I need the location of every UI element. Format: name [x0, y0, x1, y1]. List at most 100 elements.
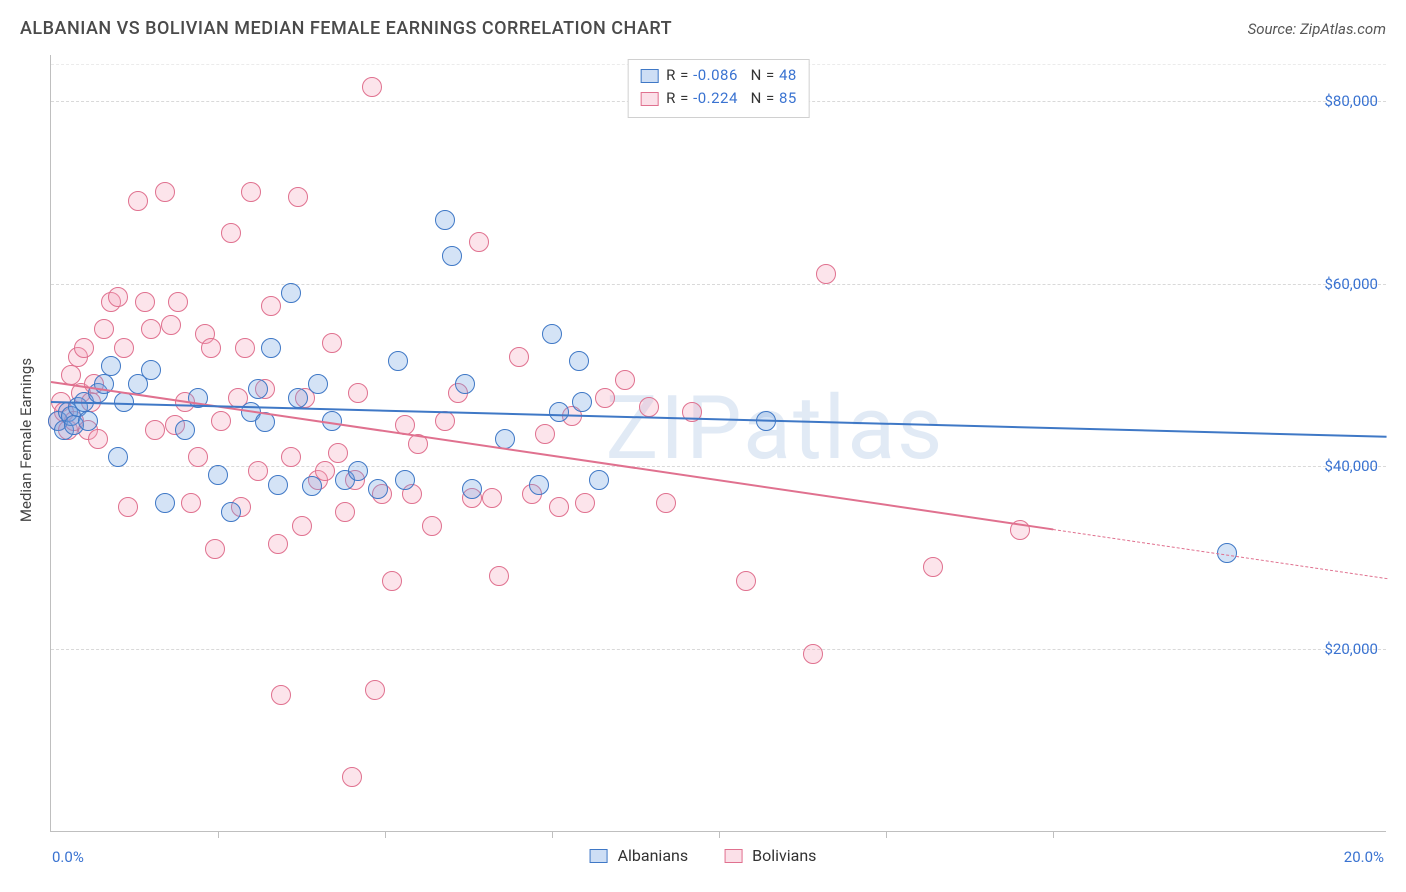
- data-point-bolivians: [288, 187, 308, 207]
- data-point-bolivians: [181, 493, 201, 513]
- y-tick-label: $80,000: [1324, 92, 1378, 110]
- data-point-bolivians: [422, 516, 442, 536]
- data-point-albanians: [572, 392, 592, 412]
- series-legend: Albanians Bolivians: [590, 846, 817, 865]
- data-point-bolivians: [365, 680, 385, 700]
- data-point-bolivians: [145, 420, 165, 440]
- x-axis-min-label: 0.0%: [52, 848, 84, 866]
- legend-item-albanians: Albanians: [590, 846, 689, 865]
- data-point-bolivians: [348, 383, 368, 403]
- data-point-bolivians: [271, 685, 291, 705]
- data-point-bolivians: [335, 502, 355, 522]
- data-point-albanians: [395, 470, 415, 490]
- gridline: [51, 284, 1386, 285]
- data-point-albanians: [268, 475, 288, 495]
- chart-title: ALBANIAN VS BOLIVIAN MEDIAN FEMALE EARNI…: [20, 18, 672, 39]
- data-point-bolivians: [816, 264, 836, 284]
- data-point-albanians: [388, 351, 408, 371]
- scatter-plot-area: ZIPatlas R = -0.086 N = 48R = -0.224 N =…: [50, 55, 1386, 832]
- legend-stat-row-albanians: R = -0.086 N = 48: [640, 64, 797, 87]
- data-point-bolivians: [268, 534, 288, 554]
- data-point-bolivians: [168, 292, 188, 312]
- data-point-bolivians: [489, 566, 509, 586]
- x-tick: [218, 831, 219, 838]
- data-point-bolivians: [328, 443, 348, 463]
- data-point-bolivians: [74, 338, 94, 358]
- data-point-albanians: [155, 493, 175, 513]
- data-point-bolivians: [161, 315, 181, 335]
- data-point-albanians: [435, 210, 455, 230]
- data-point-bolivians: [235, 338, 255, 358]
- data-point-albanians: [529, 475, 549, 495]
- data-point-bolivians: [155, 182, 175, 202]
- legend-label: Bolivians: [752, 846, 816, 865]
- data-point-bolivians: [248, 461, 268, 481]
- data-point-bolivians: [211, 411, 231, 431]
- data-point-bolivians: [575, 493, 595, 513]
- legend-swatch-albanians: [640, 69, 658, 83]
- watermark-text: ZIPatlas: [605, 377, 944, 480]
- y-tick-label: $20,000: [1324, 640, 1378, 658]
- data-point-bolivians: [595, 388, 615, 408]
- data-point-bolivians: [135, 292, 155, 312]
- data-point-albanians: [368, 479, 388, 499]
- y-axis-title: Median Female Earnings: [17, 358, 35, 522]
- data-point-bolivians: [201, 338, 221, 358]
- data-point-bolivians: [292, 516, 312, 536]
- data-point-bolivians: [535, 424, 555, 444]
- data-point-albanians: [108, 447, 128, 467]
- data-point-albanians: [78, 411, 98, 431]
- trendline-bolivians: [1053, 529, 1387, 579]
- data-point-bolivians: [362, 77, 382, 97]
- data-point-bolivians: [114, 338, 134, 358]
- x-tick: [1053, 831, 1054, 838]
- data-point-albanians: [569, 351, 589, 371]
- data-point-bolivians: [221, 223, 241, 243]
- source-label: Source: ZipAtlas.com: [1248, 20, 1386, 38]
- data-point-bolivians: [94, 319, 114, 339]
- data-point-albanians: [549, 402, 569, 422]
- data-point-bolivians: [205, 539, 225, 559]
- data-point-bolivians: [281, 447, 301, 467]
- data-point-albanians: [348, 461, 368, 481]
- x-tick: [719, 831, 720, 838]
- data-point-bolivians: [261, 296, 281, 316]
- legend-swatch-bolivians: [724, 849, 742, 863]
- data-point-albanians: [308, 374, 328, 394]
- data-point-bolivians: [482, 488, 502, 508]
- gridline: [51, 649, 1386, 650]
- data-point-albanians: [542, 324, 562, 344]
- data-point-albanians: [141, 360, 161, 380]
- legend-label: Albanians: [618, 846, 689, 865]
- data-point-bolivians: [322, 333, 342, 353]
- data-point-albanians: [221, 502, 241, 522]
- data-point-bolivians: [188, 447, 208, 467]
- data-point-bolivians: [128, 191, 148, 211]
- x-axis-max-label: 20.0%: [1344, 848, 1384, 866]
- legend-swatch-bolivians: [640, 92, 658, 106]
- legend-stat-row-bolivians: R = -0.224 N = 85: [640, 87, 797, 110]
- data-point-bolivians: [118, 497, 138, 517]
- data-point-bolivians: [342, 767, 362, 787]
- data-point-albanians: [281, 283, 301, 303]
- data-point-bolivians: [509, 347, 529, 367]
- legend-swatch-albanians: [590, 849, 608, 863]
- x-tick: [886, 831, 887, 838]
- data-point-bolivians: [382, 571, 402, 591]
- data-point-bolivians: [241, 182, 261, 202]
- data-point-bolivians: [469, 232, 489, 252]
- data-point-albanians: [175, 420, 195, 440]
- data-point-albanians: [442, 246, 462, 266]
- x-tick: [385, 831, 386, 838]
- data-point-bolivians: [923, 557, 943, 577]
- legend-item-bolivians: Bolivians: [724, 846, 816, 865]
- correlation-legend: R = -0.086 N = 48R = -0.224 N = 85: [627, 59, 810, 118]
- y-tick-label: $60,000: [1324, 275, 1378, 293]
- data-point-bolivians: [88, 429, 108, 449]
- data-point-albanians: [589, 470, 609, 490]
- data-point-albanians: [462, 479, 482, 499]
- x-tick: [552, 831, 553, 838]
- y-tick-label: $40,000: [1324, 457, 1378, 475]
- data-point-albanians: [101, 356, 121, 376]
- data-point-albanians: [248, 379, 268, 399]
